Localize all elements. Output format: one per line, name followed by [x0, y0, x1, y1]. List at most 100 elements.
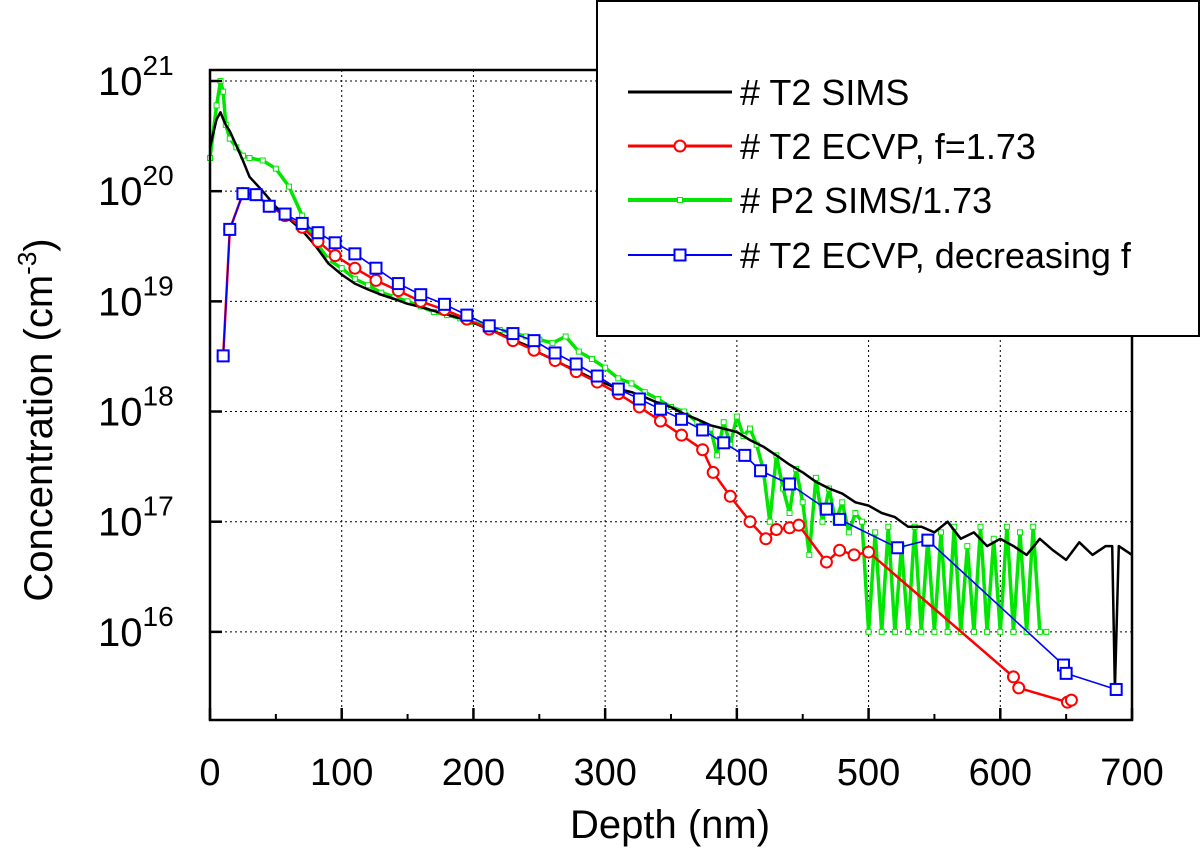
data-point-marker — [590, 369, 604, 383]
data-point-marker — [905, 628, 912, 635]
y-tick-label: 1021 — [98, 50, 174, 104]
data-point-marker — [482, 319, 496, 333]
axis-ticks: 0 100 200 300 400 500 600 700101610171018101910… — [98, 50, 1164, 794]
y-tick-label-base: 10 — [98, 611, 143, 655]
data-point-marker — [1064, 693, 1078, 707]
legend: # T2 SIMS # T2 ECVP, f=1.73 # P2 SIMS/1.73… — [596, 0, 1200, 337]
legend-label: # T2 ECVP, decreasing f — [740, 235, 1132, 276]
data-point-marker — [833, 543, 847, 557]
legend-item: # P2 SIMS/1.73 — [628, 180, 992, 221]
data-point-marker — [675, 428, 689, 442]
y-tick-label-exponent: 18 — [143, 381, 174, 412]
x-tick-label: 300 — [573, 752, 636, 794]
data-point-marker — [1003, 523, 1010, 530]
x-tick-label: 200 — [442, 752, 505, 794]
data-point-marker — [338, 265, 345, 272]
y-tick-label: 1020 — [98, 160, 174, 214]
y-tick-label: 1017 — [98, 491, 174, 545]
data-point-marker — [220, 88, 227, 95]
data-point-marker — [852, 509, 859, 516]
y-tick-label-exponent: 16 — [143, 601, 174, 632]
data-point-marker — [272, 165, 279, 172]
x-tick-label: 0 — [199, 752, 220, 794]
data-point-marker — [720, 419, 727, 426]
data-point-marker — [278, 207, 292, 221]
x-axis-label: Depth (nm) — [570, 803, 770, 847]
data-point-marker — [549, 339, 556, 346]
legend-item: # T2 ECVP, decreasing f — [628, 235, 1132, 276]
y-tick-label-exponent: 19 — [143, 270, 174, 301]
data-point-marker — [249, 188, 263, 202]
data-point-marker — [246, 155, 253, 162]
y-tick-label-exponent: 17 — [143, 491, 174, 522]
data-point-marker — [328, 249, 342, 263]
data-point-marker — [588, 355, 595, 362]
data-point-marker — [833, 512, 847, 526]
y-axis-label-unit-exponent: -3 — [12, 252, 42, 275]
data-point-marker — [391, 277, 405, 291]
data-point-marker — [964, 543, 971, 550]
data-point-marker — [891, 628, 898, 635]
data-point-marker — [286, 183, 293, 190]
data-point-marker — [786, 509, 793, 516]
data-point-marker — [216, 349, 230, 363]
data-point-marker — [845, 529, 852, 536]
data-point-marker — [839, 499, 846, 506]
data-point-marker — [706, 465, 720, 479]
data-point-marker — [977, 523, 984, 530]
data-point-marker — [865, 628, 872, 635]
legend-label: # P2 SIMS/1.73 — [740, 180, 992, 221]
data-point-marker — [696, 443, 710, 457]
data-point-marker — [1010, 628, 1017, 635]
data-point-marker — [414, 288, 428, 302]
data-point-marker — [783, 477, 797, 491]
data-point-marker — [747, 425, 754, 432]
data-point-marker — [527, 334, 541, 348]
data-point-marker — [997, 628, 1004, 635]
data-point-marker — [717, 436, 731, 450]
legend-item: # T2 SIMS — [628, 72, 909, 113]
legend-label: # T2 ECVP, f=1.73 — [740, 126, 1036, 167]
y-tick-label-base: 10 — [98, 60, 143, 104]
data-point-marker — [236, 187, 250, 201]
x-tick-label: 500 — [837, 752, 900, 794]
data-point-marker — [984, 628, 991, 635]
y-tick-label-base: 10 — [98, 170, 143, 214]
data-point-marker — [878, 628, 885, 635]
series-layer — [207, 78, 1133, 709]
y-tick-label-exponent: 21 — [143, 50, 174, 81]
data-point-marker — [673, 139, 687, 153]
data-point-marker — [891, 541, 905, 555]
data-point-marker — [759, 532, 773, 546]
data-point-marker — [819, 555, 833, 569]
y-tick-label-base: 10 — [98, 280, 143, 324]
x-tick-label: 400 — [705, 752, 768, 794]
data-point-marker — [766, 518, 773, 525]
data-point-marker — [460, 308, 474, 322]
data-point-marker — [615, 375, 622, 382]
data-point-marker — [847, 548, 861, 562]
data-point-marker — [677, 197, 683, 203]
data-point-marker — [673, 248, 687, 262]
data-point-marker — [792, 518, 806, 532]
data-point-marker — [1012, 681, 1026, 695]
data-point-marker — [348, 247, 362, 261]
data-point-marker — [602, 364, 609, 371]
data-point-marker — [819, 502, 833, 516]
x-tick-label: 100 — [310, 752, 373, 794]
data-point-marker — [213, 102, 220, 109]
data-point-marker — [611, 382, 625, 396]
data-point-marker — [548, 346, 562, 360]
data-point-marker — [369, 261, 383, 275]
data-point-marker — [259, 157, 266, 164]
y-tick-label: 1019 — [98, 270, 174, 324]
data-point-marker — [862, 545, 876, 559]
y-tick-label: 1018 — [98, 381, 174, 435]
data-point-marker — [562, 333, 569, 340]
data-point-marker — [799, 499, 806, 506]
data-point-marker — [653, 402, 667, 416]
data-point-marker — [1030, 523, 1037, 530]
data-point-marker — [885, 523, 892, 530]
data-point-marker — [653, 414, 667, 428]
